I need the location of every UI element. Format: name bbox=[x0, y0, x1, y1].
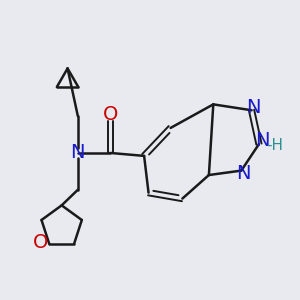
Text: O: O bbox=[103, 105, 118, 124]
Text: N: N bbox=[70, 143, 85, 162]
Text: -H: -H bbox=[267, 138, 284, 153]
Text: N: N bbox=[255, 131, 269, 150]
Text: N: N bbox=[236, 164, 250, 183]
Text: N: N bbox=[246, 98, 261, 117]
Text: O: O bbox=[33, 233, 49, 252]
